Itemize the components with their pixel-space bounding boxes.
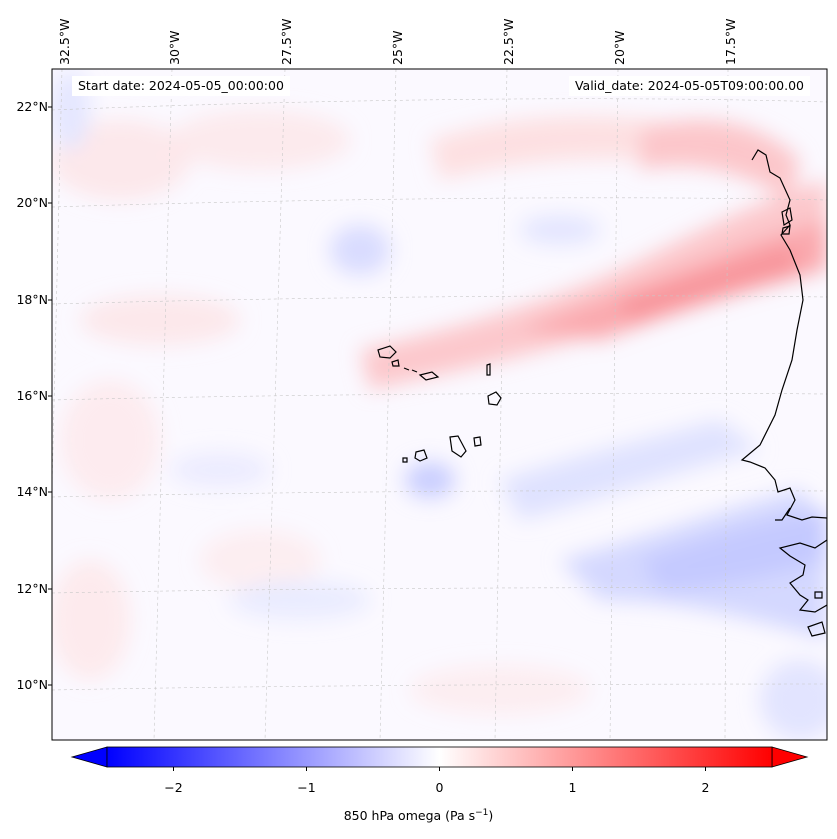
lon-label: 32.5°W [57, 18, 72, 65]
colorbar-gradient [106, 746, 773, 768]
lat-label: 14°N [16, 484, 48, 499]
map-frame [51, 68, 828, 741]
lon-label: 30°W [167, 30, 182, 65]
lat-label: 10°N [16, 677, 48, 692]
colorbar-tick-label: −1 [297, 780, 316, 795]
lon-label: 22.5°W [501, 18, 516, 65]
lon-label: 20°W [612, 30, 627, 65]
start-date-label: Start date: 2024-05-05_00:00:00 [72, 76, 290, 96]
cape-verde-islands [377, 345, 502, 463]
lon-label: 25°W [390, 30, 405, 65]
lat-label: 22°N [16, 99, 48, 114]
colorbar-tick-label: 1 [568, 780, 577, 795]
lat-label: 18°N [16, 292, 48, 307]
colorbar-min-extension [70, 746, 108, 768]
lat-label: 16°N [16, 388, 48, 403]
graticule [52, 69, 827, 740]
colorbar-title: 850 hPa omega (Pa s−1) [343, 808, 494, 824]
lon-label: 27.5°W [279, 18, 294, 65]
valid-date-label: Valid_date: 2024-05-05T09:00:00.00 [568, 76, 810, 96]
coastline [740, 149, 827, 637]
colorbar-tick-label: −2 [164, 780, 183, 795]
colorbar-max-extension [771, 746, 809, 768]
lat-label: 20°N [16, 195, 48, 210]
lat-label: 12°N [16, 581, 48, 596]
colorbar-tick-label: 0 [435, 780, 444, 795]
omega-field [52, 69, 827, 740]
colorbar-tick-label: 2 [701, 780, 710, 795]
colorbar [70, 746, 809, 771]
lon-label: 17.5°W [723, 18, 738, 65]
